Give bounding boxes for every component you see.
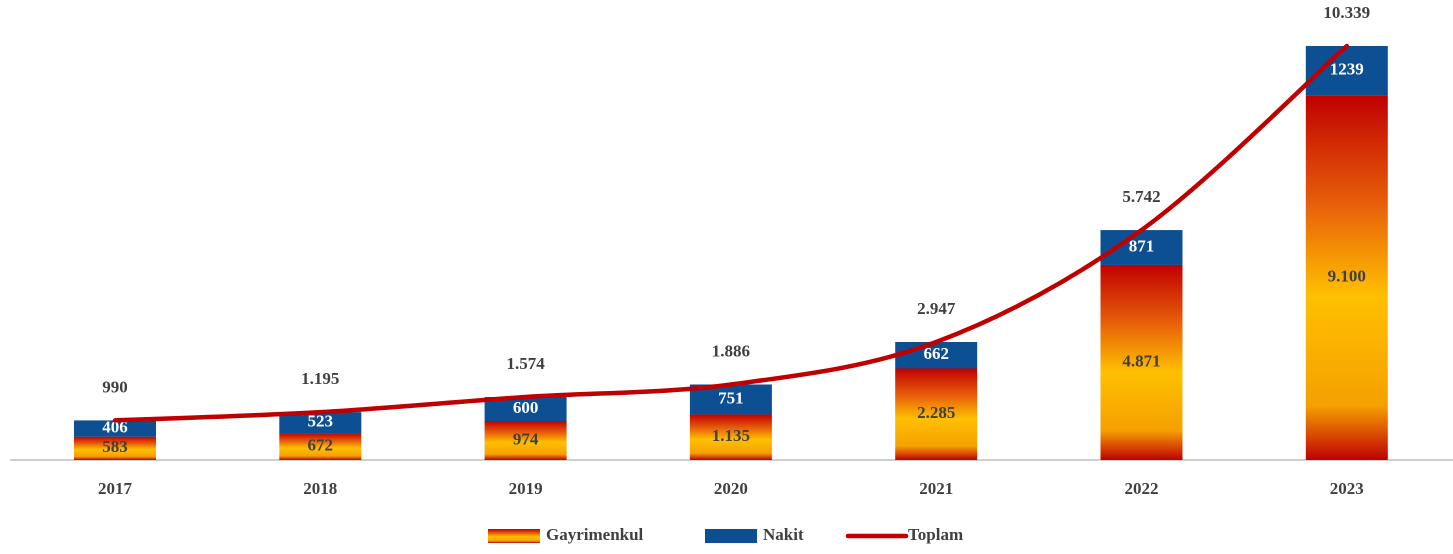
bar-gayrimenkul bbox=[484, 420, 567, 460]
bar-gayrimenkul bbox=[1100, 264, 1183, 460]
bar-nakit bbox=[279, 412, 362, 434]
x-tick-label: 2019 bbox=[509, 479, 543, 498]
bar-nakit bbox=[74, 420, 156, 437]
x-tick-label: 2021 bbox=[919, 479, 953, 498]
x-tick-label: 2018 bbox=[303, 479, 337, 498]
x-tick-label: 2020 bbox=[714, 479, 748, 498]
value-label: 1.195 bbox=[301, 369, 339, 388]
value-label: 974 bbox=[513, 429, 539, 448]
value-label: 672 bbox=[308, 435, 334, 454]
legend-swatch bbox=[705, 529, 757, 543]
bar-gayrimenkul bbox=[279, 433, 362, 460]
value-label: 1.135 bbox=[712, 426, 750, 445]
bar-nakit bbox=[895, 341, 978, 369]
legend-label: Gayrimenkul bbox=[546, 525, 644, 544]
value-label: 2.947 bbox=[917, 299, 956, 318]
value-label: 751 bbox=[718, 388, 744, 407]
value-label: 1.574 bbox=[506, 354, 545, 373]
value-label: 10.339 bbox=[1323, 3, 1370, 22]
x-tick-label: 2023 bbox=[1330, 479, 1364, 498]
x-tick-label: 2022 bbox=[1125, 479, 1159, 498]
legend-label: Toplam bbox=[908, 525, 963, 544]
legend-label: Nakit bbox=[763, 525, 804, 544]
bar-gayrimenkul bbox=[895, 368, 978, 460]
value-label: 2.285 bbox=[917, 403, 955, 422]
line-toplam bbox=[112, 43, 1350, 423]
x-tick-label: 2017 bbox=[98, 479, 133, 498]
value-label: 5.742 bbox=[1122, 187, 1160, 206]
value-label: 1.886 bbox=[712, 341, 750, 360]
value-label: 871 bbox=[1129, 236, 1155, 255]
value-label: 1239 bbox=[1330, 60, 1364, 79]
value-label: 600 bbox=[513, 398, 539, 417]
value-label: 990 bbox=[102, 377, 128, 396]
bar-gayrimenkul bbox=[1305, 95, 1388, 460]
value-label: 662 bbox=[923, 344, 949, 363]
bar-gayrimenkul bbox=[689, 414, 772, 460]
value-label: 4.871 bbox=[1122, 351, 1160, 370]
bar-gayrimenkul bbox=[74, 436, 156, 460]
value-label: 583 bbox=[102, 437, 128, 456]
value-label: 9.100 bbox=[1328, 267, 1366, 286]
value-label: 523 bbox=[308, 412, 334, 431]
legend-swatch bbox=[488, 529, 540, 543]
